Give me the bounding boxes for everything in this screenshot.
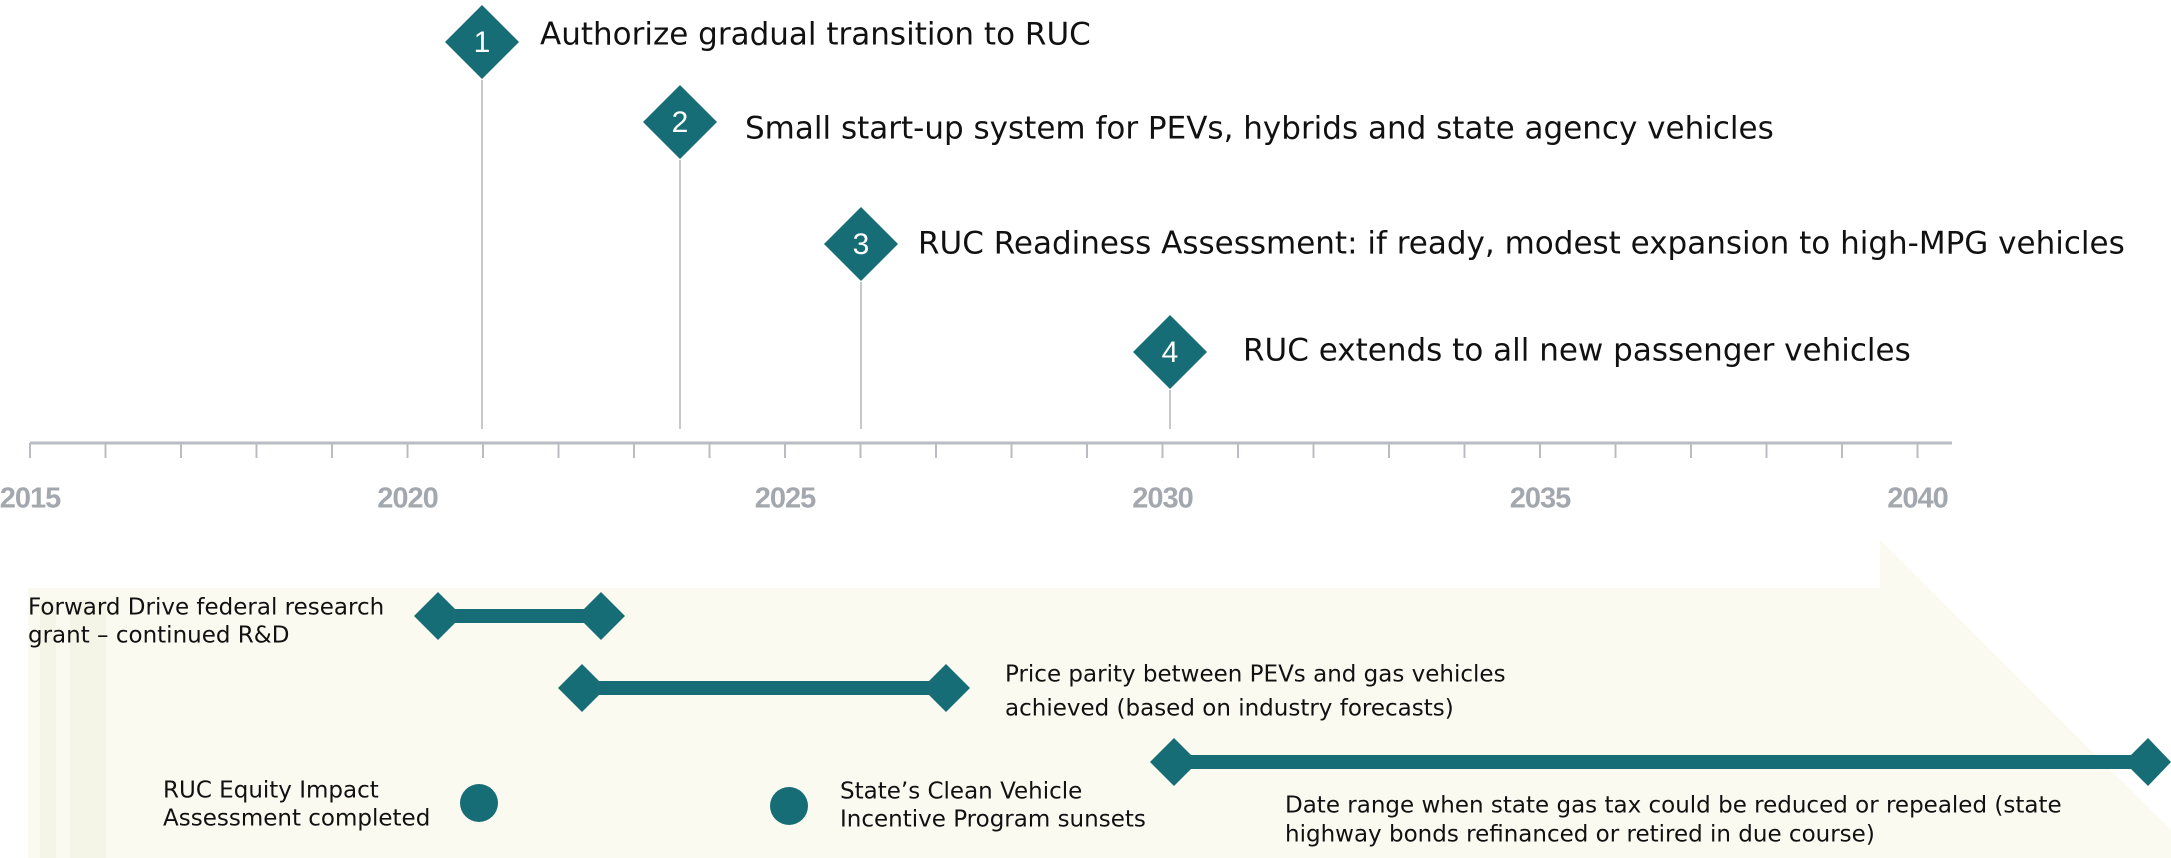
event-dot — [460, 784, 498, 822]
year-label: 2025 — [755, 483, 816, 515]
range-end — [922, 664, 970, 712]
event: State’s Clean Vehicle Incentive Program … — [770, 779, 1146, 833]
event-label: Assessment completed — [163, 806, 430, 832]
background-stripe — [70, 600, 106, 858]
range-bar — [1174, 755, 2150, 769]
range-end — [558, 664, 606, 712]
diamond — [643, 85, 717, 159]
milestone-number: 1 — [474, 26, 491, 59]
range: Price parity between PEVs and gas vehicl… — [558, 662, 1506, 722]
milestone-label: Small start-up system for PEVs, hybrids … — [745, 111, 1774, 147]
milestone: 3 RUC Readiness Assessment: if ready, mo… — [824, 207, 2125, 429]
year-label: 2020 — [377, 483, 438, 515]
year-label: 2030 — [1132, 483, 1193, 515]
event-label: RUC Equity Impact — [163, 778, 379, 804]
milestone-number: 2 — [672, 106, 689, 139]
range-label: highway bonds refinanced or retired in d… — [1285, 822, 1875, 848]
range-label: grant – continued R&D — [28, 623, 289, 649]
range-bar — [582, 681, 946, 695]
milestone: 4 RUC extends to all new passenger vehic… — [1133, 315, 1911, 429]
event: RUC Equity Impact Assessment completed — [163, 778, 498, 832]
range: Date range when state gas tax could be r… — [1150, 738, 2171, 848]
range-end — [1150, 738, 1198, 786]
milestone-label: RUC Readiness Assessment: if ready, mode… — [918, 226, 2125, 262]
milestone-label: Authorize gradual transition to RUC — [540, 17, 1091, 53]
range-bar — [438, 609, 601, 623]
milestone-label: RUC extends to all new passenger vehicle… — [1243, 333, 1911, 369]
event-label: Incentive Program sunsets — [840, 807, 1146, 833]
milestone-number: 3 — [853, 228, 870, 261]
axis: 2015 2020 2025 2030 2035 2040 — [0, 441, 1952, 515]
year-label: 2015 — [0, 483, 61, 515]
background-stripe — [40, 600, 56, 858]
diamond — [445, 5, 519, 79]
range-end — [414, 592, 462, 640]
milestone-number: 4 — [1162, 336, 1179, 369]
diamond — [824, 207, 898, 281]
milestone: 1 Authorize gradual transition to RUC — [445, 5, 1091, 429]
range-end — [577, 592, 625, 640]
range-label: Price parity between PEVs and gas vehicl… — [1005, 662, 1506, 688]
event-dot — [770, 787, 808, 825]
year-label: 2040 — [1887, 483, 1948, 515]
diamond — [1133, 315, 1207, 389]
range: Forward Drive federal research grant – c… — [28, 592, 625, 649]
year-label: 2035 — [1510, 483, 1571, 515]
range-end — [2124, 738, 2171, 786]
milestone: 2 Small start-up system for PEVs, hybrid… — [643, 85, 1774, 429]
event-label: State’s Clean Vehicle — [840, 779, 1082, 805]
range-label: achieved (based on industry forecasts) — [1005, 696, 1454, 722]
range-label: Date range when state gas tax could be r… — [1285, 793, 2062, 819]
range-label: Forward Drive federal research — [28, 595, 384, 621]
